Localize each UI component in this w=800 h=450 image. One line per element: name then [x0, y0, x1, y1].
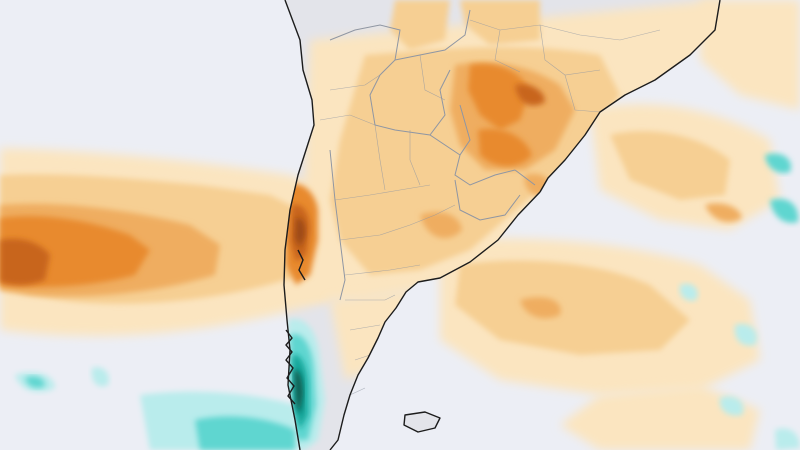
coastline — [283, 0, 721, 450]
wet-anomaly-ocean — [15, 153, 800, 450]
province-borders — [319, 19, 661, 396]
anomaly-over-land — [285, 0, 720, 450]
